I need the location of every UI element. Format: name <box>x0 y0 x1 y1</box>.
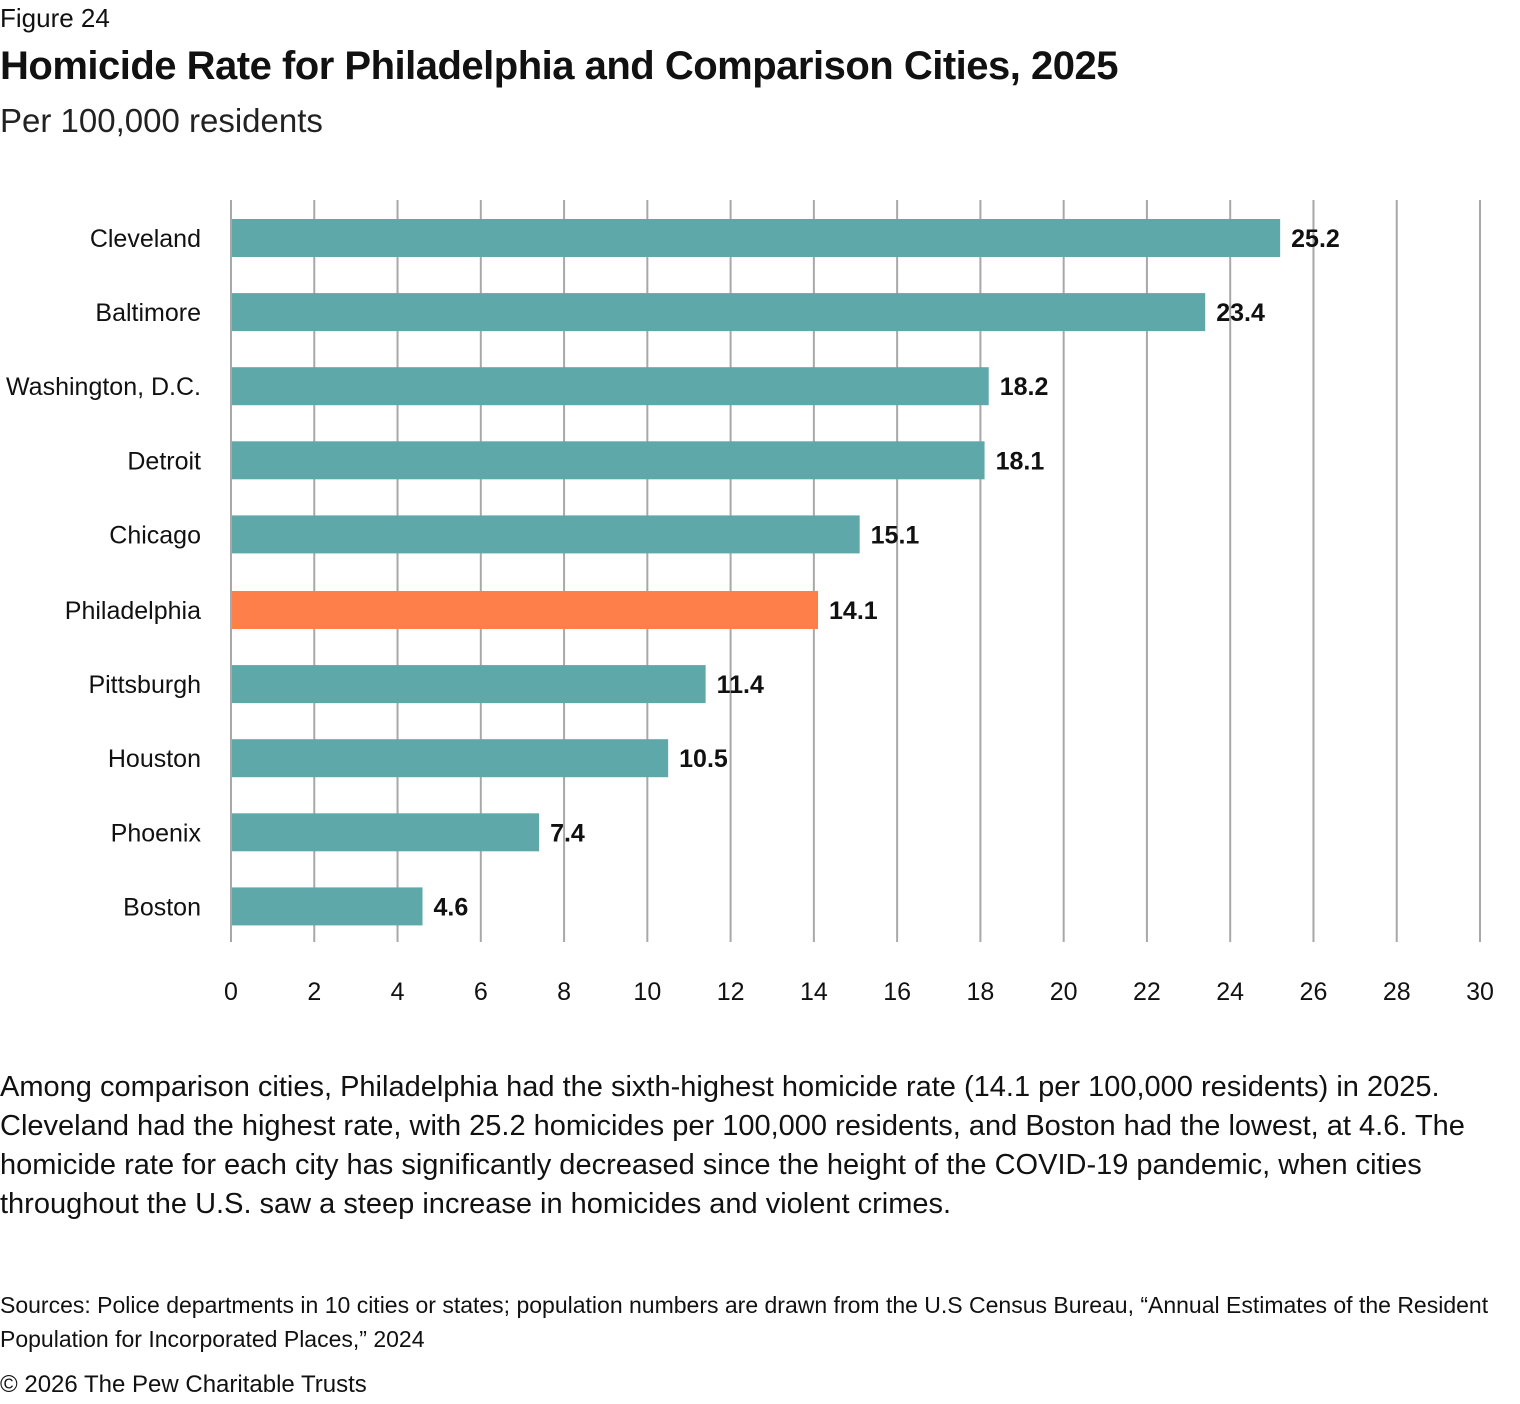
category-label: Washington, D.C. <box>6 373 201 401</box>
x-tick-label: 16 <box>883 978 911 1006</box>
caption-text: Among comparison cities, Philadelphia ha… <box>0 1071 1465 1220</box>
x-tick-label: 12 <box>717 978 745 1006</box>
x-tick-label: 2 <box>307 978 321 1006</box>
bars <box>232 219 1281 926</box>
bar-baltimore <box>232 293 1206 332</box>
value-label: 14.1 <box>829 597 878 625</box>
chart-subtitle: Per 100,000 residents <box>0 102 323 139</box>
value-label: 15.1 <box>871 521 920 549</box>
chart-title: Homicide Rate for Philadelphia and Compa… <box>0 44 1118 88</box>
x-tick-label: 8 <box>557 978 571 1006</box>
value-label: 18.1 <box>996 447 1045 475</box>
x-tick-label: 10 <box>633 978 661 1006</box>
bar-detroit <box>232 441 985 480</box>
figure-label: Figure 24 <box>0 3 110 33</box>
bar-chart: Cleveland Baltimore Washington, D.C. Detroi… <box>6 200 1494 1006</box>
x-tick-label: 24 <box>1216 978 1244 1006</box>
sources-note: Sources: Police departments in 10 cities… <box>0 1292 1489 1352</box>
category-label: Baltimore <box>95 299 201 327</box>
x-tick-label: 0 <box>224 978 238 1006</box>
category-label: Detroit <box>127 447 201 475</box>
x-tick-label: 26 <box>1300 978 1328 1006</box>
x-tick-label: 14 <box>800 978 828 1006</box>
x-tick-label: 30 <box>1466 978 1494 1006</box>
category-label: Cleveland <box>90 225 201 253</box>
bar-phoenix <box>232 813 540 852</box>
x-tick-label: 20 <box>1050 978 1078 1006</box>
x-tick-label: 4 <box>391 978 405 1006</box>
bar-boston <box>232 887 423 926</box>
value-label: 23.4 <box>1216 299 1265 327</box>
copyright: © 2026 The Pew Charitable Trusts <box>0 1371 367 1398</box>
bar-chicago <box>232 515 860 554</box>
bar-pittsburgh <box>232 665 706 704</box>
value-label: 18.2 <box>1000 373 1049 401</box>
category-label: Boston <box>123 893 201 921</box>
bar-philadelphia <box>232 591 819 629</box>
value-label: 25.2 <box>1291 225 1340 253</box>
value-label: 7.4 <box>550 819 585 847</box>
category-label: Houston <box>108 745 201 773</box>
bar-houston <box>232 739 669 778</box>
category-label: Pittsburgh <box>88 671 201 699</box>
x-axis-tick-labels: 0 2 4 6 8 10 12 14 16 18 20 22 24 26 28 30 <box>224 978 1494 1006</box>
x-tick-label: 18 <box>966 978 994 1006</box>
bar-washington-d-c <box>232 367 989 406</box>
value-label: 11.4 <box>717 671 764 699</box>
value-labels: 25.2 23.4 18.2 18.1 15.1 14.1 11.4 10.5 7.4 4.6 <box>434 225 1340 921</box>
value-label: 4.6 <box>434 893 469 921</box>
bar-cleveland <box>232 219 1281 257</box>
category-label: Phoenix <box>111 819 202 847</box>
category-label: Chicago <box>109 521 201 549</box>
x-tick-label: 28 <box>1383 978 1411 1006</box>
category-labels: Cleveland Baltimore Washington, D.C. Detroi… <box>6 225 201 921</box>
x-tick-label: 22 <box>1133 978 1161 1006</box>
value-label: 10.5 <box>679 745 728 773</box>
category-label: Philadelphia <box>65 597 201 625</box>
x-tick-label: 6 <box>474 978 488 1006</box>
